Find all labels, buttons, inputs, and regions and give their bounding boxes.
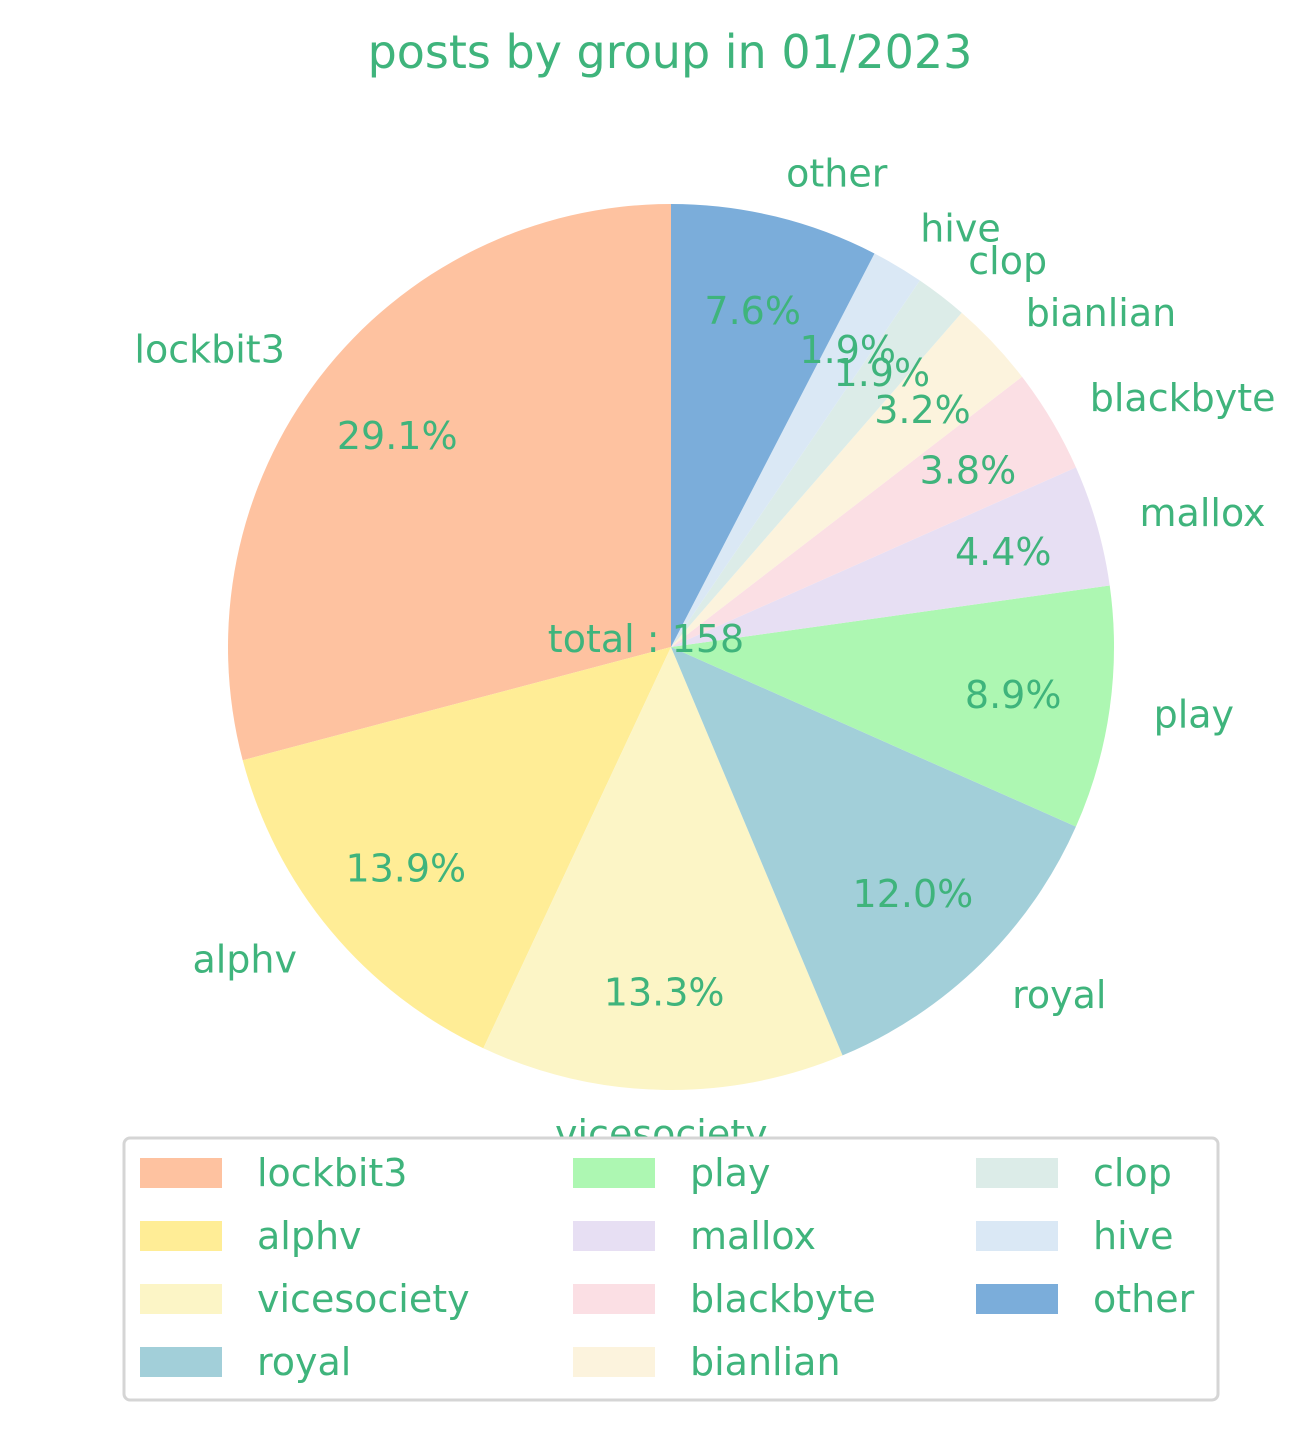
slice-label-blackbyte: blackbyte <box>1090 376 1276 420</box>
legend-swatch <box>140 1158 222 1188</box>
legend-item-bianlian: bianlian <box>573 1340 841 1384</box>
legend-label: other <box>1093 1277 1195 1321</box>
legend-swatch <box>976 1221 1058 1251</box>
legend-item-other: other <box>976 1277 1195 1321</box>
legend-item-vicesociety: vicesociety <box>140 1277 470 1321</box>
slice-label-alphv: alphv <box>192 937 297 981</box>
slice-other <box>671 204 875 647</box>
legend-label: clop <box>1093 1151 1172 1195</box>
legend-label: vicesociety <box>257 1277 470 1321</box>
legend-label: alphv <box>257 1214 362 1258</box>
legend-label: lockbit3 <box>257 1151 407 1195</box>
legend-label: hive <box>1093 1214 1174 1258</box>
pct-label-vicesociety: 13.3% <box>604 970 725 1014</box>
slice-labels: lockbit3alphvvicesocietyroyalplaymalloxb… <box>134 152 1275 1157</box>
legend-label: bianlian <box>690 1340 841 1384</box>
legend-item-alphv: alphv <box>140 1214 362 1258</box>
legend-swatch <box>976 1284 1058 1314</box>
legend-label: play <box>690 1151 770 1195</box>
pct-label-play: 8.9% <box>965 673 1062 717</box>
slice-vicesociety <box>483 647 843 1091</box>
slice-label-play: play <box>1154 693 1234 737</box>
legend-swatch <box>573 1221 655 1251</box>
legend-item-hive: hive <box>976 1214 1174 1258</box>
slice-label-lockbit3: lockbit3 <box>134 328 284 372</box>
slice-label-royal: royal <box>1012 973 1106 1017</box>
slice-label-hive: hive <box>920 206 1001 250</box>
pct-label-hive: 1.9% <box>799 328 896 372</box>
slice-blackbyte <box>671 376 1076 647</box>
legend-swatch <box>140 1347 222 1377</box>
slice-label-mallox: mallox <box>1140 491 1266 535</box>
slice-label-other: other <box>786 152 888 196</box>
pct-label-bianlian: 3.2% <box>874 388 971 432</box>
legend-item-play: play <box>573 1151 770 1195</box>
legend-swatch <box>140 1221 222 1251</box>
legend-item-mallox: mallox <box>573 1214 816 1258</box>
legend-item-lockbit3: lockbit3 <box>140 1151 407 1195</box>
total-label: total : 158 <box>548 617 744 661</box>
slice-lockbit3 <box>227 204 672 761</box>
legend-label: royal <box>257 1340 351 1384</box>
slice-label-clop: clop <box>968 239 1047 283</box>
slice-royal <box>671 647 1076 1056</box>
legend-frame <box>122 1136 1220 1402</box>
slice-alphv <box>242 647 672 1049</box>
slice-play <box>671 585 1114 827</box>
legend-item-blackbyte: blackbyte <box>573 1277 876 1321</box>
pct-label-other: 7.6% <box>704 289 801 333</box>
chart-title: posts by group in 01/2023 <box>368 25 973 79</box>
slice-hive <box>671 253 920 648</box>
legend-swatch <box>573 1347 655 1377</box>
legend-item-clop: clop <box>976 1151 1172 1195</box>
slice-bianlian <box>671 312 1023 647</box>
legend: lockbit3 alphv vicesociety royal play mallox b… <box>122 1136 1220 1402</box>
pct-label-mallox: 4.4% <box>955 530 1052 574</box>
pct-label-royal: 12.0% <box>853 872 974 916</box>
pct-label-blackbyte: 3.8% <box>920 448 1017 492</box>
slice-mallox <box>671 467 1110 647</box>
pct-label-lockbit3: 29.1% <box>337 414 458 458</box>
pct-label-alphv: 13.9% <box>345 847 466 891</box>
slice-clop <box>671 280 962 647</box>
legend-swatch <box>976 1158 1058 1188</box>
legend-label: mallox <box>690 1214 816 1258</box>
legend-swatch <box>573 1284 655 1314</box>
legend-swatch <box>140 1284 222 1314</box>
slice-label-bianlian: bianlian <box>1026 291 1177 335</box>
percentage-labels: 29.1%13.9%13.3%12.0%8.9%4.4%3.8%3.2%1.9%… <box>337 289 1062 1014</box>
legend-label: blackbyte <box>690 1277 876 1321</box>
legend-item-royal: royal <box>140 1340 351 1384</box>
pie-slices <box>227 204 1114 1091</box>
legend-swatch <box>573 1158 655 1188</box>
pct-label-clop: 1.9% <box>834 351 931 395</box>
